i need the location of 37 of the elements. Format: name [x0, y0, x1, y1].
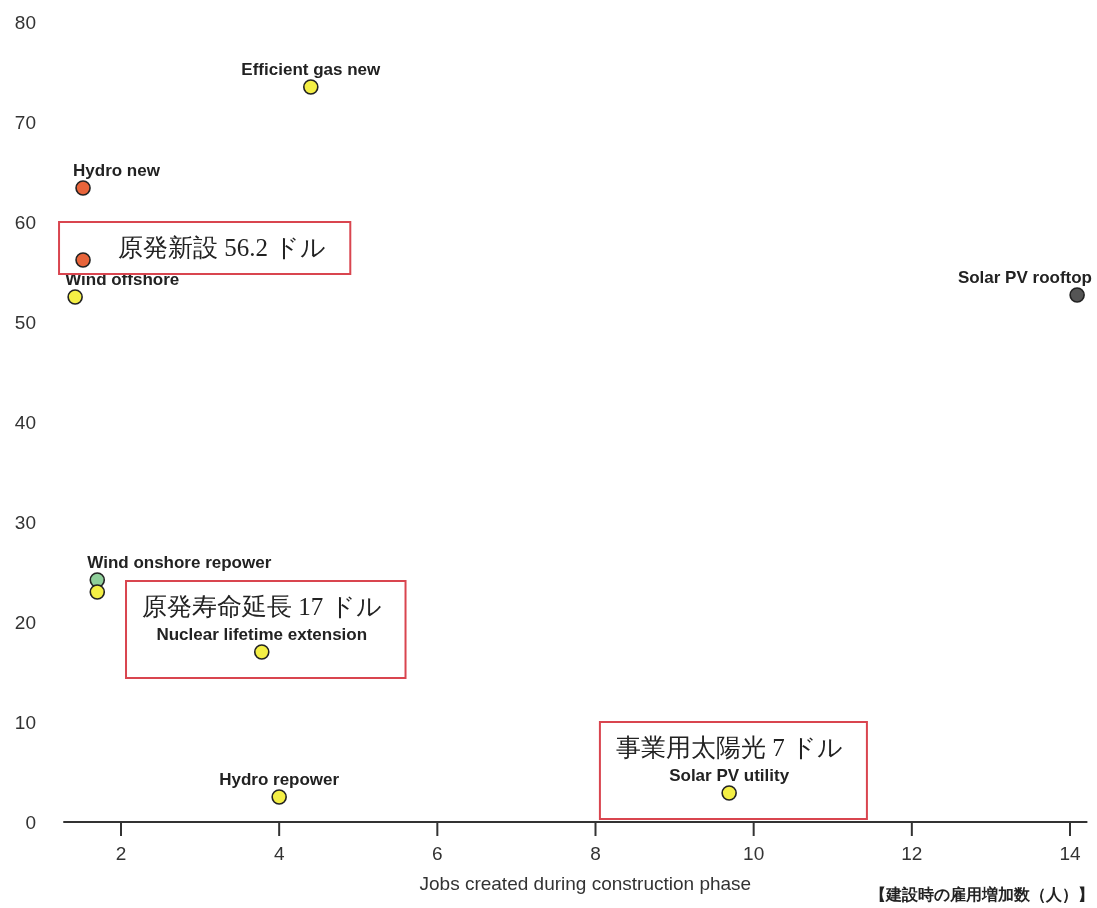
annotation: Hydro repower [219, 770, 340, 789]
y-tick-label: 40 [14, 412, 36, 433]
y-tick-label: 20 [14, 612, 36, 633]
annotation: 原発新設 56.2 ドル [118, 234, 327, 261]
y-tick-label: 80 [14, 12, 36, 33]
point [721, 785, 737, 801]
x-tick-label: 8 [590, 843, 601, 864]
y-tick-label: 0 [25, 812, 36, 833]
annotation: Wind onshore repower [87, 553, 272, 572]
y-tick-label: 60 [14, 212, 36, 233]
x-axis-title: Jobs created during construction phase [419, 873, 752, 894]
annotation: 事業用太陽光 7 ドル [615, 734, 843, 761]
annotation: Efficient gas new [241, 60, 381, 79]
annotation: Solar PV rooftop [957, 268, 1092, 287]
y-tick-label: 30 [14, 512, 36, 533]
point [1069, 287, 1085, 303]
x-tick-label: 12 [901, 843, 923, 864]
x-tick-label: 4 [273, 843, 285, 864]
x-tick-label: 10 [743, 843, 765, 864]
x-tick-label: 6 [432, 843, 443, 864]
annotation: Nuclear lifetime extension [156, 625, 368, 644]
point [75, 252, 91, 268]
annotation: 原発寿命延長 17 ドル [142, 593, 382, 620]
annotation: Solar PV utility [669, 766, 790, 785]
x-tick-label: 14 [1059, 843, 1081, 864]
point [89, 584, 106, 600]
annotation: Hydro new [73, 161, 161, 180]
y-tick-label: 70 [14, 112, 36, 133]
point [271, 789, 287, 805]
text: 【建設時の雇用増加数（人）】 [870, 885, 1094, 904]
x-tick-label: 2 [115, 843, 127, 864]
point [253, 644, 270, 660]
point [67, 289, 83, 305]
y-tick-label: 50 [14, 312, 36, 333]
point [75, 180, 91, 196]
point [303, 79, 319, 95]
y-tick-label: 10 [14, 712, 36, 733]
